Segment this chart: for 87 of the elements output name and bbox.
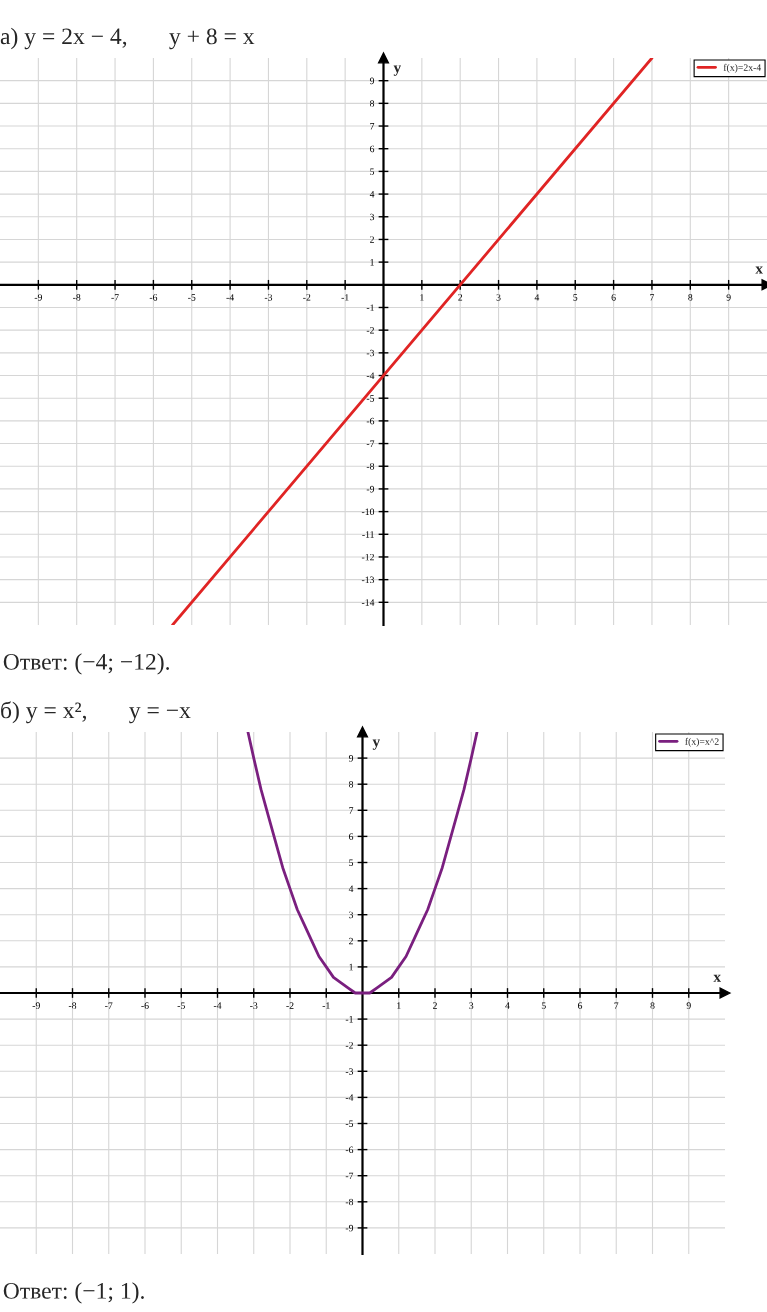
y-tick-label: 6	[349, 833, 354, 840]
x-tick-label: -4	[213, 1002, 222, 1009]
y-tick-label: -9	[366, 485, 375, 493]
y-tick-label: 5	[370, 168, 375, 175]
x-tick-label: -4	[226, 294, 234, 301]
y-tick-label: -1	[366, 304, 374, 311]
line-series	[246, 732, 479, 995]
x-tick-label: -9	[32, 1002, 40, 1009]
x-tick-label: 5	[541, 1002, 546, 1009]
y-tick-label: 4	[369, 191, 375, 198]
y-tick-label: 6	[370, 145, 375, 153]
x-tick-label: -6	[149, 294, 158, 301]
x-tick-label: 5	[573, 294, 578, 301]
y-tick-label: -4	[366, 372, 375, 379]
y-tick-label: -2	[345, 1042, 353, 1049]
y-tick-label: -13	[361, 576, 375, 584]
x-tick-label: 8	[688, 294, 693, 301]
y-tick-label: -8	[366, 463, 375, 470]
x-tick-label: -3	[264, 294, 273, 301]
x-tick-label: -2	[303, 294, 311, 301]
y-tick-label: 3	[370, 213, 375, 221]
y-tick-label: -7	[366, 440, 375, 447]
legend-label: f(x)=x^2	[685, 737, 719, 747]
x-tick-label: 1	[420, 294, 424, 301]
y-tick-label: -1	[345, 1016, 353, 1023]
y-tick-label: 7	[349, 807, 354, 814]
y-tick-label: -11	[362, 531, 374, 538]
x-tick-label: 1	[397, 1002, 401, 1009]
y-tick-label: 8	[348, 781, 354, 788]
y-tick-label: -14	[361, 599, 375, 606]
y-tick-label: 1	[370, 259, 374, 266]
y-tick-label: -12	[361, 553, 374, 561]
y-tick-label: 9	[369, 77, 375, 85]
y-tick-label: 1	[349, 963, 353, 971]
x-tick-label: 2	[433, 1002, 437, 1009]
y-tick-label: 2	[349, 937, 353, 945]
y-tick-label: -5	[345, 1120, 354, 1127]
x-tick-label: -7	[105, 1002, 113, 1009]
y-tick-label: -2	[366, 327, 374, 334]
y-tick-label: 9	[348, 755, 354, 762]
y-tick-label: 5	[349, 859, 354, 866]
chart-title: б) y = x², y = −x	[1, 701, 191, 724]
x-tick-label: 7	[614, 1002, 619, 1009]
y-tick-label: -3	[345, 1068, 354, 1075]
x-tick-label: -1	[322, 1002, 330, 1009]
y-tick-label: 2	[370, 236, 374, 243]
y-tick-label: -7	[345, 1172, 354, 1180]
x-tick-label: 3	[469, 1002, 474, 1009]
x-tick-label: -8	[68, 1002, 77, 1009]
x-tick-label: 3	[496, 294, 501, 301]
y-tick-label: 8	[369, 100, 375, 107]
y-tick-label: -3	[366, 349, 375, 357]
x-tick-label: 9	[726, 294, 731, 301]
x-axis-title: x	[713, 974, 721, 982]
x-tick-label: 6	[577, 1002, 583, 1009]
y-tick-label: -9	[345, 1224, 354, 1232]
y-tick-label: -8	[345, 1198, 354, 1206]
x-tick-label: 4	[534, 294, 540, 301]
x-tick-label: -3	[250, 1002, 258, 1009]
x-tick-label: 4	[505, 1002, 510, 1009]
text: Ответ: (−4; −12).	[3, 653, 169, 675]
y-tick-label: 4	[348, 885, 354, 892]
y-tick-label: -6	[345, 1146, 354, 1154]
y-tick-label: -4	[345, 1094, 354, 1101]
y-axis-title: y	[372, 739, 380, 750]
chart-title: а) y = 2x − 4, y + 8 = x	[0, 27, 255, 50]
x-tick-label: -5	[188, 294, 196, 301]
y-axis-title: y	[393, 65, 401, 76]
y-tick-label: -10	[361, 508, 375, 516]
x-tick-label: 2	[458, 294, 463, 301]
x-tick-label: -2	[286, 1002, 294, 1009]
x-tick-label: 9	[686, 1002, 691, 1009]
legend-label: f(x)=2x-4	[723, 63, 762, 73]
text: Ответ: (−1; 1).	[3, 1282, 144, 1304]
x-tick-label: -6	[141, 1002, 149, 1009]
x-tick-label: -8	[73, 294, 81, 301]
x-tick-label: 6	[611, 294, 616, 301]
x-tick-label: -7	[111, 294, 119, 301]
x-axis-title: x	[755, 266, 763, 274]
x-tick-label: 7	[650, 294, 655, 301]
y-tick-label: -6	[366, 417, 375, 425]
x-tick-label: -9	[34, 294, 42, 301]
y-tick-label: -5	[366, 395, 375, 402]
x-tick-label: -5	[177, 1002, 185, 1009]
y-tick-label: 3	[349, 911, 354, 919]
y-tick-label: 7	[370, 123, 375, 130]
x-tick-label: 8	[650, 1002, 655, 1009]
